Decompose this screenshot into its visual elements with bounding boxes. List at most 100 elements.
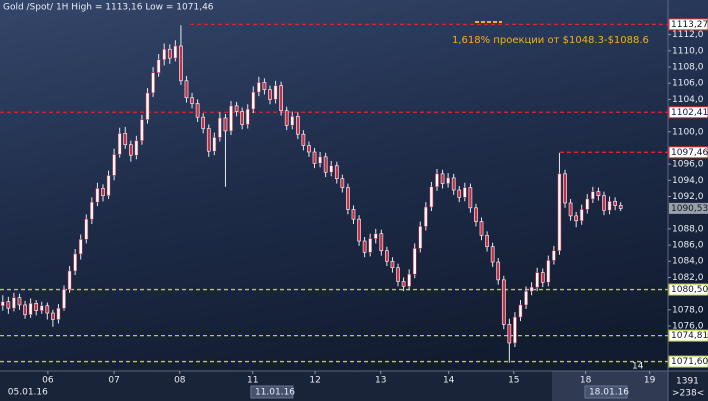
- candle-body: [273, 85, 278, 100]
- candle-body: [268, 89, 272, 100]
- candle-body: [51, 312, 55, 320]
- chart-title: Gold /Spot/ 1H High = 1113,16 Low = 1071…: [3, 3, 214, 13]
- candle-body: [0, 301, 5, 307]
- y-tick-label: 1088,0: [672, 224, 704, 234]
- candle-body: [134, 140, 139, 156]
- date-marker: 05.01.16: [8, 388, 48, 398]
- x-tick-label: 06: [42, 376, 54, 386]
- candle-body: [84, 218, 89, 240]
- candle-body: [23, 304, 27, 315]
- candle-body: [45, 305, 50, 314]
- candle-body: [451, 177, 456, 191]
- candle-body: [112, 154, 116, 176]
- level-label-box: [668, 146, 708, 159]
- candle-body: [546, 260, 551, 283]
- y-tick-label: 1078,0: [672, 305, 704, 315]
- date-marker-box: [584, 385, 628, 399]
- candle-body: [12, 297, 16, 309]
- candle-body: [357, 218, 361, 242]
- candle-body: [117, 133, 122, 155]
- candle-body: [190, 97, 194, 104]
- candle-body: [507, 324, 512, 344]
- candle-body: [28, 303, 33, 315]
- candle-body: [418, 226, 423, 249]
- candle-body: [424, 206, 428, 227]
- candle-body: [412, 247, 417, 275]
- x-tick-label: 07: [108, 376, 119, 386]
- candle-body: [312, 151, 317, 164]
- candle-body: [618, 205, 623, 209]
- candle-body: [524, 290, 528, 306]
- candle-body: [557, 173, 562, 252]
- y-tick-label: 1108,0: [672, 63, 704, 73]
- candle-body: [229, 105, 233, 132]
- candle-body: [39, 305, 44, 311]
- candle-body: [602, 195, 606, 211]
- candle-body: [535, 272, 540, 288]
- date-marker-box: [250, 385, 294, 399]
- x-tick-label: 08: [174, 376, 186, 386]
- candle-body: [257, 82, 261, 93]
- last-price-label: 1090,53: [671, 204, 708, 214]
- candle-body: [351, 209, 356, 220]
- candle-body: [329, 165, 334, 173]
- date-marker: 18.01.16: [589, 388, 629, 398]
- level-label-box: [668, 283, 708, 296]
- y-tick-label: 1104,0: [672, 95, 704, 105]
- candle-body: [67, 270, 72, 290]
- candle-body: [346, 187, 350, 210]
- candle-body: [446, 177, 450, 184]
- candle-body: [301, 133, 306, 146]
- candle-body: [440, 173, 445, 184]
- candle-body: [596, 191, 601, 196]
- candle-body: [334, 165, 339, 179]
- y-tick-label: 1096,0: [672, 160, 704, 170]
- candle-body: [245, 108, 250, 125]
- candle-body: [240, 111, 244, 125]
- candle-body: [490, 246, 495, 263]
- candle-body: [318, 156, 322, 164]
- annotation: 1,618% проекции от $1048.3-$1088.6: [452, 35, 649, 46]
- candle-body: [179, 45, 183, 82]
- candle-body: [518, 304, 523, 318]
- x-tick-label: 18: [580, 376, 592, 386]
- candle-body: [101, 188, 105, 196]
- y-tick-label: 1092,0: [672, 192, 704, 202]
- candle-body: [95, 188, 100, 203]
- y-tick-label: 1084,0: [672, 257, 704, 267]
- candle-body: [496, 261, 501, 281]
- level-label-box: [668, 18, 708, 31]
- candle-body: [262, 82, 267, 90]
- candle-body: [540, 272, 545, 283]
- level-label: 1097,46: [671, 148, 708, 158]
- candle-body: [162, 48, 167, 61]
- corner-text: 14: [632, 362, 644, 372]
- candle-body: [156, 59, 161, 73]
- candle-body: [62, 289, 66, 309]
- candle-body: [206, 128, 211, 152]
- candle-body: [462, 187, 467, 198]
- y-tick-label: 1110,0: [672, 46, 704, 56]
- candle-body: [284, 110, 289, 126]
- candle-body: [457, 189, 462, 198]
- candle-body: [218, 117, 222, 138]
- candle-body: [323, 156, 328, 173]
- candle-body: [6, 301, 11, 309]
- candle-body: [501, 279, 506, 325]
- candle-body: [307, 145, 311, 153]
- candle-body: [407, 273, 411, 287]
- candle-body: [385, 250, 389, 262]
- candle-body: [552, 250, 556, 261]
- corner-text: 1391: [676, 377, 699, 387]
- candle-body: [468, 187, 473, 209]
- candle-body: [212, 137, 217, 152]
- candle-body: [390, 260, 395, 269]
- candle-body: [591, 191, 595, 200]
- candle-body: [485, 235, 489, 247]
- y-tick-label: 1076,0: [672, 321, 704, 331]
- candle-body: [223, 117, 228, 132]
- candle-body: [201, 116, 206, 129]
- candle-body: [90, 201, 94, 220]
- level-label: 1071,60: [671, 357, 708, 367]
